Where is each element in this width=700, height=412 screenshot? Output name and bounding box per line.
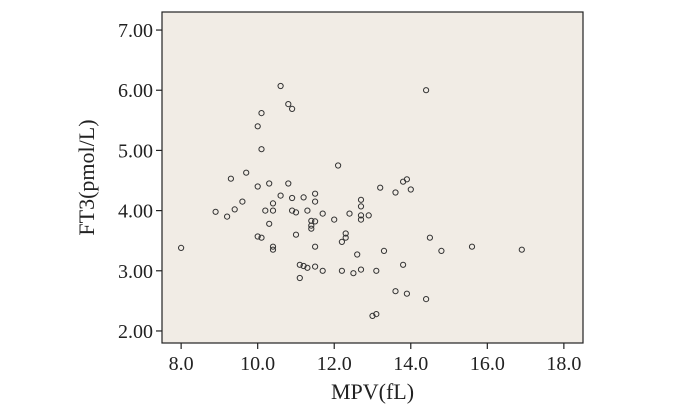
data-point-46 [335, 162, 342, 169]
data-point-71 [407, 186, 414, 193]
data-point-70 [403, 290, 410, 297]
x-tick-label: 14.0 [393, 353, 428, 375]
data-point-17 [269, 207, 277, 214]
data-point-39 [312, 198, 319, 205]
data-point-20 [277, 82, 284, 90]
x-tick-label: 12.0 [317, 353, 352, 375]
data-point-47 [338, 238, 345, 245]
data-point-65 [392, 189, 399, 196]
data-point-75 [438, 247, 445, 254]
data-point-50 [342, 234, 349, 241]
data-point-28 [292, 209, 300, 216]
y-axis: 2.00 3.00 4.00 5.00 6.00 7.00 [118, 20, 162, 343]
data-point-15 [266, 180, 273, 187]
data-point-0 [178, 244, 185, 251]
data-point-14 [266, 220, 273, 227]
data-points [178, 82, 525, 319]
data-point-60 [369, 312, 376, 319]
data-point-53 [354, 251, 361, 258]
data-point-33 [304, 264, 311, 271]
x-tick-label: 18.0 [546, 353, 581, 375]
x-tick-label: 8.0 [169, 353, 194, 375]
data-point-4 [231, 206, 238, 213]
data-point-9 [254, 233, 261, 240]
data-point-2 [224, 213, 231, 220]
data-point-1 [212, 208, 219, 215]
data-point-11 [258, 146, 265, 153]
x-axis: 8.0 10.0 12.0 14.0 16.0 18.0 [169, 343, 581, 375]
x-tick-label: 10.0 [240, 353, 275, 375]
data-point-32 [300, 194, 307, 201]
data-point-62 [373, 267, 380, 274]
data-point-21 [277, 192, 284, 199]
data-point-6 [243, 169, 250, 176]
x-axis-title: MPV(fL) [331, 379, 414, 404]
plot-area [161, 11, 584, 344]
data-point-69 [403, 176, 410, 183]
data-point-43 [319, 210, 326, 217]
data-point-49 [342, 230, 349, 237]
data-point-41 [312, 243, 319, 250]
data-point-10 [258, 110, 265, 117]
data-point-66 [392, 288, 399, 295]
data-point-74 [426, 234, 433, 241]
data-point-3 [227, 175, 234, 182]
data-point-13 [262, 207, 269, 214]
data-point-22 [285, 180, 292, 187]
data-point-61 [373, 311, 380, 318]
y-tick-label: 5.00 [118, 140, 153, 162]
data-point-38 [312, 190, 319, 197]
y-tick-label: 2.00 [118, 321, 153, 343]
data-point-40 [312, 218, 319, 225]
data-point-54 [357, 196, 365, 203]
data-point-25 [289, 194, 296, 202]
data-point-18 [269, 243, 277, 250]
data-point-8 [254, 123, 261, 130]
data-point-45 [331, 216, 338, 223]
data-point-24 [289, 105, 296, 113]
y-axis-title: FT3(pmol/L) [74, 119, 99, 235]
data-point-58 [357, 266, 365, 273]
data-point-63 [377, 184, 384, 191]
data-point-23 [285, 101, 292, 108]
data-point-29 [296, 261, 303, 268]
data-point-64 [380, 247, 388, 254]
data-point-44 [319, 267, 326, 274]
data-point-34 [304, 207, 311, 214]
data-point-68 [400, 261, 407, 268]
data-point-30 [296, 274, 303, 282]
y-tick-label: 4.00 [118, 201, 153, 223]
data-point-55 [357, 203, 365, 210]
data-point-27 [292, 231, 300, 238]
data-point-76 [468, 243, 476, 250]
y-tick-label: 6.00 [118, 80, 153, 102]
data-point-42 [312, 263, 319, 270]
data-point-36 [308, 222, 315, 229]
data-point-12 [258, 234, 265, 241]
data-point-7 [254, 183, 261, 190]
data-point-19 [269, 246, 277, 253]
data-point-51 [346, 210, 353, 217]
data-point-57 [357, 216, 365, 223]
data-point-37 [308, 225, 315, 232]
data-point-56 [357, 212, 365, 219]
data-point-73 [423, 296, 430, 303]
data-point-59 [365, 212, 372, 219]
data-point-52 [350, 270, 357, 277]
y-tick-label: 3.00 [118, 261, 153, 283]
data-point-16 [269, 200, 277, 207]
data-point-31 [300, 262, 307, 270]
data-point-72 [423, 87, 430, 94]
data-point-5 [239, 198, 246, 205]
x-tick-label: 16.0 [470, 353, 505, 375]
y-tick-label: 7.00 [118, 20, 153, 42]
data-point-48 [338, 267, 345, 274]
data-point-77 [518, 246, 525, 253]
